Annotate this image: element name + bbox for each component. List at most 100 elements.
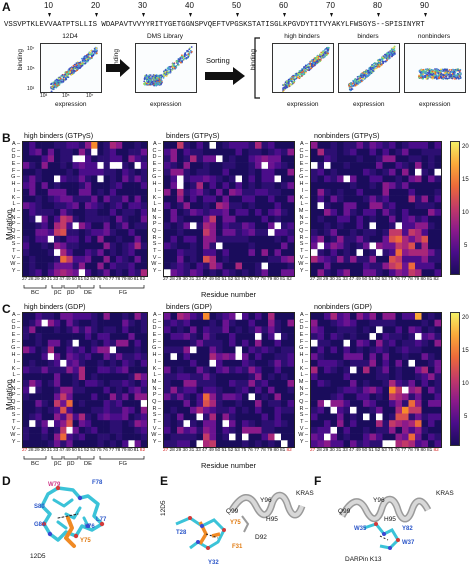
heatmap-cell bbox=[72, 353, 80, 361]
heatmap-cell bbox=[261, 326, 269, 334]
heatmap-cell bbox=[209, 366, 217, 374]
heatmap-cell bbox=[421, 319, 429, 327]
heatmap-cell bbox=[395, 255, 403, 263]
heatmap-cell bbox=[103, 155, 111, 163]
heatmap-cell bbox=[428, 433, 435, 441]
heatmap-cell bbox=[337, 155, 344, 163]
heatmap-cell bbox=[78, 413, 86, 421]
heatmap-cell bbox=[196, 242, 204, 250]
heatmap-cell bbox=[363, 339, 370, 347]
residue-label: 82 bbox=[139, 448, 146, 453]
mutation-label: Q – bbox=[11, 227, 20, 234]
heatmap-cell bbox=[324, 339, 331, 347]
heatmap-cell bbox=[382, 346, 390, 354]
heatmap-cell bbox=[428, 215, 435, 223]
heatmap-cell bbox=[164, 142, 171, 149]
heatmap-cell bbox=[128, 353, 135, 361]
facs-point bbox=[429, 76, 432, 79]
heatmap-cell bbox=[434, 373, 442, 381]
facs-point bbox=[354, 84, 357, 87]
facs-point bbox=[363, 77, 366, 80]
heatmap-cell bbox=[408, 346, 416, 354]
heatmap-cell bbox=[242, 400, 249, 408]
heatmap-cell bbox=[428, 195, 435, 203]
heatmap-cell bbox=[60, 209, 67, 216]
facs-point bbox=[173, 67, 176, 69]
heatmap-cell bbox=[268, 209, 275, 216]
heatmap-cell bbox=[116, 202, 123, 210]
heatmap-cell bbox=[222, 366, 230, 374]
heatmap-cell bbox=[190, 175, 197, 183]
heatmap-cell bbox=[248, 426, 256, 434]
mutation-label: E – bbox=[11, 161, 20, 168]
heatmap-cell bbox=[274, 406, 282, 414]
heatmap-cell bbox=[196, 326, 204, 334]
heatmap-cell bbox=[428, 420, 435, 428]
heatmap-cell bbox=[122, 229, 129, 237]
heatmap-cell bbox=[190, 168, 197, 176]
facs-point bbox=[365, 74, 368, 77]
heatmap-cell bbox=[369, 235, 377, 243]
heatmap-cell bbox=[97, 142, 104, 149]
heatmap-cell bbox=[134, 313, 142, 320]
heatmap-cell bbox=[35, 319, 42, 327]
heatmap-cell bbox=[134, 359, 142, 367]
mutation-label: I – bbox=[301, 187, 308, 194]
heatmap-cell bbox=[216, 242, 223, 250]
facs-plot-high-binders bbox=[272, 43, 334, 93]
heatmap-cell bbox=[287, 386, 295, 394]
heatmap-cell bbox=[170, 413, 178, 421]
heatmap-cell bbox=[47, 353, 55, 361]
heatmap-cell bbox=[337, 366, 344, 374]
heatmap-cell bbox=[317, 366, 325, 374]
heatmap-cell bbox=[382, 155, 390, 163]
heatmap-cell bbox=[60, 359, 67, 367]
heatmap-cell bbox=[248, 319, 256, 327]
facs-point bbox=[95, 52, 98, 55]
heatmap-cell bbox=[109, 353, 117, 361]
heatmap-cell bbox=[428, 168, 435, 176]
heatmap-cell bbox=[54, 406, 61, 414]
residue-label: 53 bbox=[381, 448, 387, 453]
facs-ytick-high: 10⁷ bbox=[27, 46, 35, 52]
heatmap-cell bbox=[203, 333, 210, 341]
mutation-label: V – bbox=[11, 254, 20, 261]
residue-label: 80 bbox=[273, 448, 279, 453]
heatmap-cell bbox=[389, 182, 396, 190]
heatmap-cell bbox=[60, 175, 67, 183]
heatmap-cell bbox=[196, 255, 204, 263]
residue-label: 81 bbox=[427, 448, 433, 453]
heatmap-cell bbox=[216, 168, 223, 176]
heatmap-b2-title: binders (GTPγS) bbox=[166, 131, 220, 140]
heatmap-cell bbox=[402, 333, 409, 341]
heatmap-cell bbox=[122, 380, 129, 387]
heatmap-cell bbox=[356, 346, 364, 354]
heatmap-cell bbox=[434, 229, 442, 237]
heatmap-cell bbox=[343, 249, 351, 257]
heatmap-cell bbox=[255, 262, 262, 270]
heatmap-cell bbox=[356, 242, 364, 250]
heatmap-cell bbox=[183, 202, 191, 210]
heatmap-cell bbox=[369, 229, 377, 237]
heatmap-cell bbox=[41, 155, 49, 163]
heatmap-cell bbox=[164, 319, 171, 327]
heatmap-cell bbox=[78, 339, 86, 347]
heatmap-cell bbox=[170, 353, 178, 361]
facs-point bbox=[172, 66, 175, 69]
heatmap-cell bbox=[183, 148, 191, 156]
heatmap-cell bbox=[196, 353, 204, 361]
heatmap-cell bbox=[343, 162, 351, 170]
heatmap-cell bbox=[268, 420, 275, 428]
mutation-label: Y – bbox=[11, 439, 20, 446]
heatmap-cell bbox=[134, 175, 142, 183]
heatmap-cell bbox=[369, 426, 377, 434]
heatmap-cell bbox=[170, 386, 178, 394]
heatmap-cell bbox=[203, 168, 210, 176]
heatmap-cell bbox=[415, 262, 422, 270]
heatmap-cell bbox=[337, 255, 344, 263]
heatmap-cell bbox=[330, 386, 338, 394]
heatmap-cell bbox=[47, 433, 55, 441]
heatmap-cell bbox=[164, 168, 171, 176]
panel-c-label: C bbox=[2, 302, 11, 316]
facs-point bbox=[421, 71, 423, 74]
